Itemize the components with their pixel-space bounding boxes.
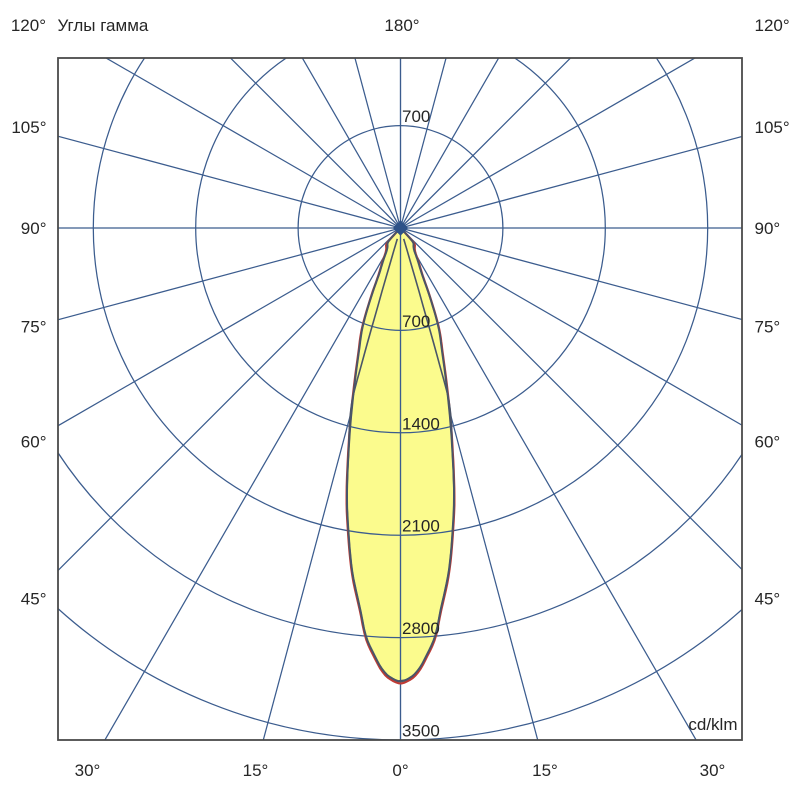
svg-text:30°: 30°	[75, 761, 101, 780]
svg-text:30°: 30°	[700, 761, 726, 780]
svg-text:75°: 75°	[755, 318, 781, 337]
svg-text:60°: 60°	[21, 433, 47, 452]
svg-text:90°: 90°	[755, 219, 781, 238]
svg-text:1400: 1400	[402, 414, 440, 433]
svg-text:700: 700	[402, 312, 430, 331]
svg-text:105°: 105°	[755, 118, 790, 137]
svg-text:180°: 180°	[384, 16, 419, 35]
svg-text:120°: 120°	[755, 16, 790, 35]
svg-text:15°: 15°	[243, 761, 269, 780]
svg-text:0°: 0°	[392, 761, 408, 780]
svg-text:15°: 15°	[532, 761, 558, 780]
svg-text:120°: 120°	[11, 16, 46, 35]
svg-text:2800: 2800	[402, 619, 440, 638]
svg-text:90°: 90°	[21, 219, 47, 238]
svg-text:Углы гамма: Углы гамма	[58, 16, 149, 35]
svg-text:700: 700	[402, 107, 430, 126]
svg-text:3500: 3500	[402, 722, 440, 741]
svg-text:60°: 60°	[755, 433, 781, 452]
svg-text:45°: 45°	[21, 590, 47, 609]
svg-text:75°: 75°	[21, 318, 47, 337]
svg-text:2100: 2100	[402, 517, 440, 536]
svg-text:105°: 105°	[11, 118, 46, 137]
svg-text:cd/klm: cd/klm	[688, 715, 737, 734]
svg-text:45°: 45°	[755, 590, 781, 609]
